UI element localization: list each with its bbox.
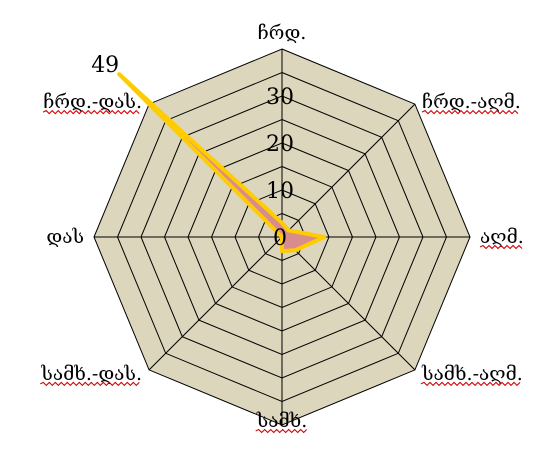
tick-label-0: 0 [273,226,287,251]
direction-labels: ჩრდ. ჩრდ.-აღმ. აღმ. სამხ.-აღმ. სამხ. სამხ.-და… [40,22,524,434]
direction-label-7: დას [46,226,84,248]
max-value-label: 49 [91,53,119,78]
grid-spoke-4 [281,236,416,371]
svg-text:სამხ.-დას.: სამხ.-დას. [40,363,142,385]
svg-text:ჩრდ.-აღმ.: ჩრდ.-აღმ. [422,91,521,113]
svg-text:სამხ.-აღმ.: სამხ.-აღმ. [421,363,523,385]
direction-label-6: სამხ.-დას. [40,363,142,387]
direction-label-4: სამხ.-აღმ. [420,363,523,387]
spellcheck-underline [479,244,523,250]
spellcheck-underline [42,109,140,115]
grid-spoke-2 [281,103,416,238]
spellcheck-underline [40,381,140,387]
direction-label-5: სამხ. [255,410,308,434]
svg-text:ჩრდ.-დას.: ჩრდ.-დას. [43,91,142,113]
series-area [117,72,327,254]
spellcheck-underline [421,109,519,115]
direction-label-3: აღმ. [479,226,524,250]
svg-text:სამხ.: სამხ. [256,410,308,432]
svg-text:აღმ.: აღმ. [480,226,524,248]
svg-text:ჩრდ.: ჩრდ. [258,22,307,44]
direction-label-8: ჩრდ.-დას. [42,91,142,115]
tick-label-30: 30 [266,85,294,110]
spellcheck-underline [420,381,521,387]
spellcheck-underline [255,428,308,434]
grid-spoke-6 [148,236,283,371]
tick-label-10: 10 [266,179,294,204]
tick-label-20: 20 [266,132,294,157]
radial-tick-labels: 0 10 20 30 [266,85,294,251]
svg-text:დას: დას [46,226,84,248]
direction-label-2: ჩრდ.-აღმ. [421,91,521,115]
direction-label-1: ჩრდ. [258,22,307,44]
